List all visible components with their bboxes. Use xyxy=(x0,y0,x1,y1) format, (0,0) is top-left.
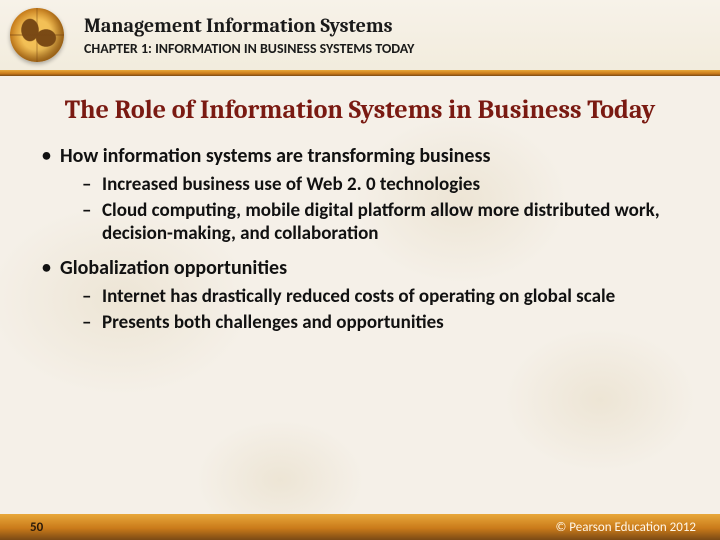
bullet-text: How information systems are transforming… xyxy=(60,144,490,168)
slide-title: The Role of Information Systems in Busin… xyxy=(34,96,686,126)
sub-list: Internet has drastically reduced costs o… xyxy=(60,285,686,335)
list-item: Cloud computing, mobile digital platform… xyxy=(60,199,686,247)
chapter-label: CHAPTER 1: INFORMATION IN BUSINESS SYSTE… xyxy=(84,40,414,57)
list-item: Presents both challenges and opportuniti… xyxy=(60,311,686,335)
globe-icon xyxy=(10,8,64,62)
list-item: Globalization opportunities Internet has… xyxy=(34,256,686,335)
slide-content: The Role of Information Systems in Busin… xyxy=(0,72,720,335)
list-item: How information systems are transforming… xyxy=(34,144,686,246)
sub-list: Increased business use of Web 2. 0 techn… xyxy=(60,173,686,246)
list-item: Increased business use of Web 2. 0 techn… xyxy=(60,173,686,197)
bullet-list: How information systems are transforming… xyxy=(34,144,686,335)
list-item: Internet has drastically reduced costs o… xyxy=(60,285,686,309)
bullet-text: Globalization opportunities xyxy=(60,256,287,280)
copyright-text: © Pearson Education 2012 xyxy=(556,520,697,535)
header-bar: Management Information Systems CHAPTER 1… xyxy=(0,0,720,72)
header-text: Management Information Systems CHAPTER 1… xyxy=(84,14,414,57)
book-title: Management Information Systems xyxy=(84,14,414,37)
page-number: 50 xyxy=(30,520,43,535)
footer-bar: 50 © Pearson Education 2012 xyxy=(0,514,720,540)
